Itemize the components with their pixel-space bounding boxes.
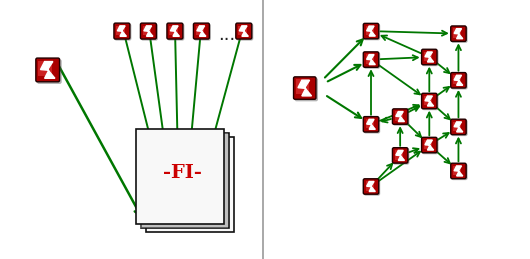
FancyBboxPatch shape (395, 150, 403, 160)
FancyBboxPatch shape (453, 75, 461, 84)
FancyBboxPatch shape (392, 148, 408, 163)
FancyBboxPatch shape (170, 26, 178, 35)
FancyBboxPatch shape (167, 23, 183, 39)
FancyBboxPatch shape (395, 111, 403, 121)
FancyBboxPatch shape (424, 52, 432, 61)
Polygon shape (197, 26, 206, 36)
Polygon shape (40, 62, 55, 78)
Polygon shape (144, 26, 153, 36)
FancyBboxPatch shape (366, 181, 374, 191)
FancyBboxPatch shape (453, 28, 461, 38)
Polygon shape (425, 140, 434, 150)
Polygon shape (367, 26, 375, 36)
FancyBboxPatch shape (451, 73, 467, 90)
FancyBboxPatch shape (421, 93, 437, 109)
FancyBboxPatch shape (366, 26, 374, 35)
FancyBboxPatch shape (140, 133, 228, 228)
FancyBboxPatch shape (366, 119, 374, 128)
FancyBboxPatch shape (422, 94, 438, 110)
Polygon shape (454, 29, 463, 39)
FancyBboxPatch shape (451, 26, 467, 43)
FancyBboxPatch shape (196, 26, 205, 35)
FancyBboxPatch shape (453, 166, 461, 175)
FancyBboxPatch shape (236, 23, 252, 39)
FancyBboxPatch shape (424, 140, 432, 149)
FancyBboxPatch shape (424, 96, 432, 105)
FancyBboxPatch shape (114, 23, 130, 39)
FancyBboxPatch shape (143, 26, 152, 35)
Polygon shape (425, 96, 434, 106)
Polygon shape (454, 75, 463, 85)
Polygon shape (425, 52, 434, 62)
FancyBboxPatch shape (141, 133, 229, 228)
FancyBboxPatch shape (36, 58, 59, 82)
FancyBboxPatch shape (451, 164, 467, 180)
FancyBboxPatch shape (450, 26, 466, 41)
Polygon shape (367, 119, 375, 129)
FancyBboxPatch shape (393, 148, 409, 165)
FancyBboxPatch shape (114, 24, 131, 41)
FancyBboxPatch shape (363, 23, 379, 39)
Polygon shape (396, 112, 404, 121)
Polygon shape (454, 122, 463, 132)
FancyBboxPatch shape (37, 59, 61, 84)
FancyBboxPatch shape (364, 117, 380, 134)
FancyBboxPatch shape (363, 179, 379, 194)
FancyBboxPatch shape (363, 117, 379, 132)
FancyBboxPatch shape (364, 52, 380, 69)
FancyBboxPatch shape (364, 179, 380, 196)
FancyBboxPatch shape (451, 120, 467, 136)
Polygon shape (298, 80, 312, 96)
FancyBboxPatch shape (295, 78, 318, 101)
FancyBboxPatch shape (238, 26, 247, 35)
FancyBboxPatch shape (117, 26, 125, 35)
FancyBboxPatch shape (294, 77, 316, 99)
Polygon shape (454, 166, 463, 176)
Text: -FI-: -FI- (163, 164, 201, 182)
Text: ···: ··· (218, 31, 235, 49)
FancyBboxPatch shape (422, 138, 438, 154)
FancyBboxPatch shape (296, 79, 308, 94)
FancyBboxPatch shape (364, 24, 380, 40)
FancyBboxPatch shape (167, 24, 184, 41)
FancyBboxPatch shape (421, 137, 437, 153)
FancyBboxPatch shape (363, 52, 379, 67)
FancyBboxPatch shape (421, 49, 437, 65)
FancyBboxPatch shape (140, 23, 156, 39)
FancyBboxPatch shape (146, 136, 234, 232)
FancyBboxPatch shape (450, 119, 466, 135)
FancyBboxPatch shape (366, 54, 374, 64)
FancyBboxPatch shape (38, 61, 52, 76)
FancyBboxPatch shape (193, 23, 209, 39)
Polygon shape (367, 182, 375, 191)
FancyBboxPatch shape (393, 109, 409, 126)
Polygon shape (239, 26, 249, 36)
FancyBboxPatch shape (450, 73, 466, 88)
FancyBboxPatch shape (422, 50, 438, 66)
Polygon shape (117, 26, 127, 36)
FancyBboxPatch shape (236, 24, 253, 41)
Polygon shape (396, 150, 404, 160)
FancyBboxPatch shape (392, 109, 408, 124)
FancyBboxPatch shape (194, 24, 211, 41)
FancyBboxPatch shape (136, 129, 224, 224)
Polygon shape (367, 55, 375, 64)
Polygon shape (170, 26, 180, 36)
FancyBboxPatch shape (141, 24, 158, 41)
FancyBboxPatch shape (450, 163, 466, 179)
FancyBboxPatch shape (453, 122, 461, 131)
